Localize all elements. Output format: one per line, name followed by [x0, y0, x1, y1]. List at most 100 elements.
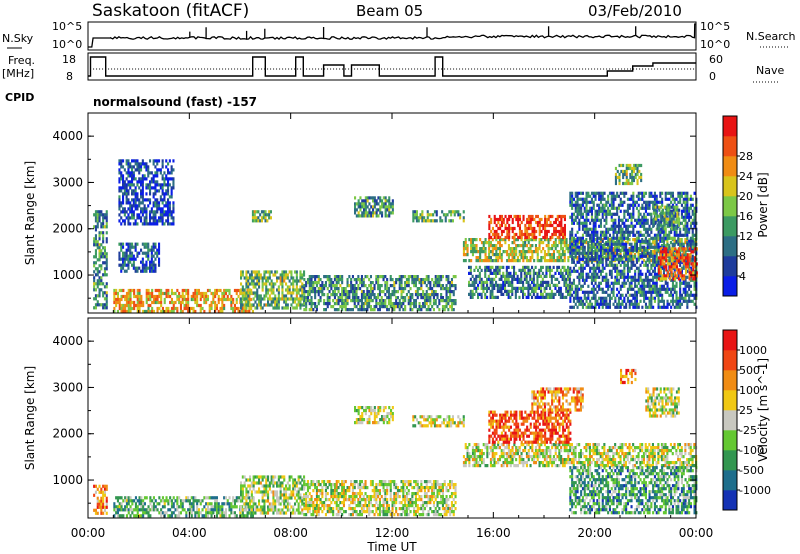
heatmap-cell — [310, 290, 313, 294]
heatmap-cell — [666, 290, 669, 294]
heatmap-cell — [199, 297, 202, 302]
heatmap-cell — [601, 212, 604, 216]
heatmap-cell — [366, 305, 369, 309]
heatmap-cell — [585, 305, 588, 309]
heatmap-cell — [664, 244, 667, 248]
heatmap-cell — [572, 305, 575, 309]
heatmap-cell — [626, 248, 629, 252]
heatmap-cell — [100, 276, 103, 280]
heatmap-cell — [626, 212, 629, 216]
heatmap-cell — [590, 287, 593, 291]
heatmap-cell — [603, 296, 606, 300]
heatmap-cell — [312, 287, 315, 291]
heatmap-cell — [366, 299, 369, 303]
heatmap-cell — [661, 230, 664, 234]
heatmap-cell — [405, 293, 408, 297]
heatmap-cell — [605, 227, 608, 231]
heatmap-cell — [589, 269, 592, 273]
heatmap-cell — [500, 214, 503, 219]
heatmap-cell — [420, 278, 423, 282]
heatmap-cell — [285, 288, 288, 292]
heatmap-cell — [103, 291, 106, 295]
heatmap-cell — [653, 284, 656, 288]
heatmap-cell — [258, 297, 261, 301]
heatmap-cell — [253, 210, 256, 214]
heatmap-cell — [160, 303, 163, 308]
heatmap-cell — [328, 296, 331, 300]
heatmap-cell — [312, 284, 315, 288]
heatmap-cell — [466, 250, 469, 254]
heatmap-cell — [149, 291, 152, 296]
heatmap-cell — [435, 210, 438, 214]
heatmap-cell — [662, 236, 665, 240]
heatmap-cell — [102, 273, 105, 277]
heatmap-cell — [626, 290, 629, 294]
heatmap-cell — [363, 205, 366, 209]
heatmap-cell — [129, 306, 132, 311]
heatmap-cell — [145, 309, 148, 314]
heatmap-cell — [391, 278, 394, 282]
heatmap-cell — [598, 296, 601, 300]
heatmap-cell — [590, 239, 593, 243]
heatmap-cell — [301, 294, 304, 298]
heatmap-cell — [619, 302, 622, 306]
heatmap-cell — [587, 302, 590, 306]
heatmap-cell — [416, 278, 419, 282]
heatmap-cell — [96, 282, 99, 286]
heatmap-cell — [661, 236, 664, 240]
heatmap-cell — [339, 299, 342, 303]
heatmap-cell — [596, 299, 599, 303]
heatmap-cell — [371, 308, 374, 312]
heatmap-cell — [163, 222, 166, 226]
heatmap-cell — [426, 216, 429, 220]
heatmap-cell — [268, 213, 271, 217]
heatmap-cell — [337, 278, 340, 282]
heatmap-cell — [599, 209, 602, 213]
heatmap-cell — [608, 284, 611, 288]
heatmap-cell — [235, 297, 238, 302]
heatmap-cell — [154, 213, 157, 217]
heatmap-cell — [263, 276, 266, 280]
heatmap-cell — [113, 294, 116, 299]
heatmap-cell — [581, 251, 584, 255]
heatmap-cell — [592, 200, 595, 204]
heatmap-cell — [93, 270, 96, 274]
heatmap-cell — [603, 245, 606, 249]
heatmap-cell — [163, 300, 166, 305]
heatmap-cell — [565, 289, 568, 293]
heatmap-cell — [594, 272, 597, 276]
heatmap-cell — [143, 245, 146, 249]
heatmap-cell — [364, 296, 367, 300]
heatmap-cell — [628, 281, 631, 285]
heatmap-cell — [594, 269, 597, 273]
heatmap-cell — [623, 296, 626, 300]
heatmap-cell — [134, 242, 137, 246]
heatmap-cell — [532, 280, 535, 284]
heatmap-cell — [346, 281, 349, 285]
heatmap-cell — [500, 229, 503, 234]
heatmap-cell — [414, 305, 417, 309]
heatmap-cell — [545, 217, 548, 222]
heatmap-cell — [626, 224, 629, 228]
heatmap-cell — [576, 245, 579, 249]
heatmap-cell — [308, 278, 311, 282]
heatmap-cell — [452, 293, 455, 297]
heatmap-cell — [475, 256, 478, 260]
heatmap-cell — [152, 309, 155, 314]
heatmap-cell — [100, 282, 103, 286]
heatmap-cell — [423, 305, 426, 309]
heatmap-cell — [531, 265, 534, 269]
heatmap-cell — [149, 269, 152, 273]
heatmap-cell — [129, 183, 132, 187]
heatmap-cell — [299, 300, 302, 304]
heatmap-cell — [105, 231, 108, 235]
heatmap-cell — [596, 209, 599, 213]
heatmap-cell — [134, 177, 137, 181]
heatmap-cell — [354, 205, 357, 209]
heatmap-cell — [497, 259, 500, 263]
heatmap-cell — [646, 218, 649, 222]
heatmap-cell — [535, 214, 538, 219]
heatmap-cell — [513, 256, 516, 260]
heatmap-cell — [639, 248, 642, 252]
heatmap-cell — [587, 254, 590, 258]
